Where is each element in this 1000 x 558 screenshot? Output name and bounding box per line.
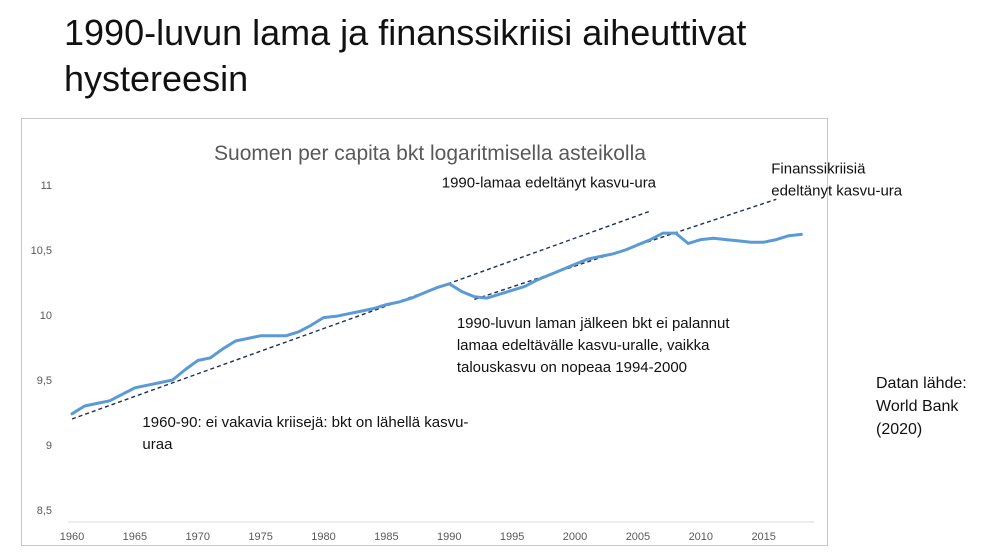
y-tick-label: 10,5 xyxy=(31,245,52,257)
x-tick-label: 2000 xyxy=(563,531,587,543)
x-tick-label: 1970 xyxy=(186,531,210,543)
x-tick-label: 2005 xyxy=(626,531,650,543)
annotation-text: 1990-lamaa edeltänyt kasvu-ura xyxy=(442,175,657,192)
trend-line xyxy=(71,210,651,420)
x-tick-label: 1960 xyxy=(60,531,84,543)
x-tick-label: 1980 xyxy=(311,531,335,543)
annotation-text: talouskasvu on nopeaa 1994-2000 xyxy=(457,359,687,376)
slide-title: 1990-luvun lama ja finanssikriisi aiheut… xyxy=(64,10,964,102)
y-tick-label: 10 xyxy=(40,310,52,322)
annotation-layer: 1990-lamaa edeltänyt kasvu-ura Finanssikr… xyxy=(142,160,903,453)
trend-line xyxy=(474,198,777,301)
x-tick-label: 1975 xyxy=(248,531,272,543)
x-tick-label: 1965 xyxy=(123,531,147,543)
y-tick-label: 9,5 xyxy=(37,375,52,387)
trend-lines xyxy=(71,198,777,420)
slide-title-line-1: 1990-luvun lama ja finanssikriisi aiheut… xyxy=(64,12,747,53)
chart-frame xyxy=(21,118,828,546)
axis-layer: 8,5 9 9,5 10 10,5 11 1960 1965 1970 1975 1980 1985 1… xyxy=(31,180,814,543)
series-layer xyxy=(70,231,803,416)
annotation-text: 1990-luvun laman jälkeen bkt ei palannut xyxy=(457,315,731,332)
source-note-line-2: World Bank xyxy=(876,398,959,415)
slide-title-line-2: hystereesin xyxy=(64,58,249,99)
source-note: Datan lähde: World Bank (2020) xyxy=(876,372,967,441)
annotation-text: edeltänyt kasvu-ura xyxy=(771,182,903,199)
x-tick-label: 2010 xyxy=(689,531,713,543)
source-note-line-3: (2020) xyxy=(876,421,923,438)
annotation-text: 1960-90: ei vakavia kriisejä: bkt on läh… xyxy=(142,414,468,431)
y-tick-label: 8,5 xyxy=(37,505,52,517)
x-tick-label: 1995 xyxy=(500,531,524,543)
y-tick-label: 9 xyxy=(46,440,52,452)
gdp-series-line xyxy=(70,231,803,416)
x-tick-label: 1990 xyxy=(437,531,461,543)
x-tick-label: 1985 xyxy=(374,531,398,543)
x-tick-label: 2015 xyxy=(751,531,775,543)
annotation-text: Finanssikriisiä xyxy=(771,160,866,177)
annotation-text: lamaa edeltävälle kasvu-uralle, vaikka xyxy=(457,337,710,354)
source-note-line-1: Datan lähde: xyxy=(876,375,967,392)
annotation-text: uraa xyxy=(142,436,173,453)
y-tick-label: 11 xyxy=(41,180,52,192)
chart-title: Suomen per capita bkt logaritmisella ast… xyxy=(214,142,646,165)
